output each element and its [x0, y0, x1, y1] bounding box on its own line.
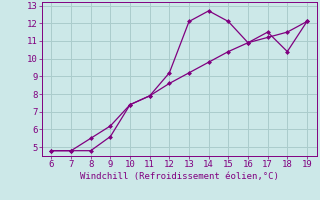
- X-axis label: Windchill (Refroidissement éolien,°C): Windchill (Refroidissement éolien,°C): [80, 172, 279, 181]
